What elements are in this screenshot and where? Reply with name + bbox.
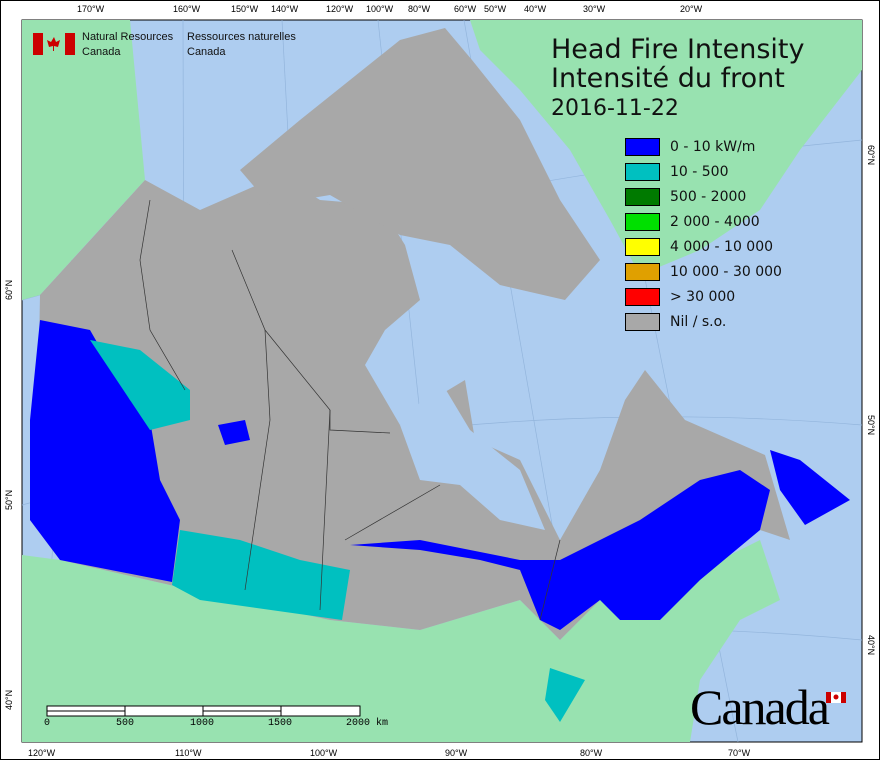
agency-fr-line1: Ressources naturelles [187, 31, 296, 43]
legend-swatch [625, 162, 660, 181]
alaska-land [22, 20, 145, 300]
tick-label: 40°N [866, 635, 876, 655]
legend-label: 2 000 - 4000 [670, 213, 760, 230]
tick-label: 110°W [175, 748, 202, 758]
scale-label: 1500 [268, 718, 293, 729]
tick-label: 120°W [326, 4, 354, 14]
legend-swatch [625, 312, 660, 331]
legend-label: 4 000 - 10 000 [670, 238, 774, 255]
legend-label: > 30 000 [670, 288, 736, 305]
legend-swatch [625, 287, 660, 306]
tick-label: 100°W [366, 4, 394, 14]
tick-label: 30°W [583, 4, 606, 14]
agency-fr-line2: Canada [187, 46, 226, 58]
legend-item: 10 - 500 [625, 159, 782, 184]
tick-label: 80°W [580, 748, 603, 758]
legend-label: 10 000 - 30 000 [670, 263, 782, 280]
fire-zone-west-low [30, 320, 180, 582]
tick-label: 40°N [4, 690, 14, 710]
scale-label: 1000 [190, 718, 215, 729]
legend-label: 10 - 500 [670, 163, 729, 180]
tick-label: 140°W [271, 4, 299, 14]
tick-label: 20°W [680, 4, 703, 14]
legend: 0 - 10 kW/m 10 - 500 500 - 2000 2 000 - … [625, 134, 782, 334]
tick-label: 50°N [866, 415, 876, 435]
legend-item: 500 - 2000 [625, 184, 782, 209]
bottom-axis: 120°W 110°W 100°W 90°W 80°W 70°W [28, 748, 751, 758]
legend-swatch [625, 212, 660, 231]
legend-item: > 30 000 [625, 284, 782, 309]
canada-flag-icon [33, 33, 75, 55]
agency-name-fr: Ressources naturelles Canada [187, 30, 296, 60]
tick-label: 100°W [310, 748, 338, 758]
top-axis: 170°W 160°W 150°W 140°W 120°W 100°W 80°W… [77, 4, 703, 14]
tick-label: 60°N [866, 145, 876, 165]
legend-label: 0 - 10 kW/m [670, 138, 756, 155]
usa-land [22, 540, 780, 742]
tick-label: 80°W [408, 4, 431, 14]
fire-zone-newfoundland [770, 450, 850, 525]
title-fr: Intensité du front [551, 63, 785, 94]
scale-label: 500 [116, 718, 135, 729]
legend-item: 2 000 - 4000 [625, 209, 782, 234]
hudson-bay [400, 380, 545, 530]
fire-zone-east-low [350, 470, 770, 630]
tick-label: 50°W [484, 4, 507, 14]
legend-swatch [625, 187, 660, 206]
province-borders [139, 199, 561, 621]
canada-mainland [30, 175, 790, 640]
legend-item: Nil / s.o. [625, 309, 782, 334]
tick-label: 150°W [231, 4, 259, 14]
scale-bar [46, 705, 361, 717]
agency-name-en: Natural Resources Canada [82, 30, 173, 60]
tick-label: 40°W [524, 4, 547, 14]
agency-en-line1: Natural Resources [82, 31, 174, 43]
scale-label: 0 [44, 718, 51, 729]
tick-label: 60°N [4, 280, 14, 300]
legend-swatch [625, 237, 660, 256]
wordmark-flag-icon [826, 692, 846, 703]
legend-item: 10 000 - 30 000 [625, 259, 782, 284]
right-axis: 60°N 50°N 40°N [866, 145, 876, 655]
scale-label: 2000 km [346, 718, 389, 729]
tick-label: 120°W [28, 748, 56, 758]
tick-label: 50°N [4, 490, 14, 510]
legend-label: 500 - 2000 [670, 188, 747, 205]
legend-item: 0 - 10 kW/m [625, 134, 782, 159]
agency-en-line2: Canada [82, 46, 121, 58]
greenland-land [470, 20, 862, 275]
left-axis: 60°N 50°N 40°N [4, 280, 14, 710]
canada-wordmark: Canada [690, 679, 830, 735]
fire-zone-prairies [172, 530, 350, 620]
tick-label: 170°W [77, 4, 105, 14]
tick-label: 160°W [173, 4, 201, 14]
fire-zone-north-bc [90, 340, 190, 430]
map-date: 2016-11-22 [551, 96, 679, 121]
fire-zone-lake-region [218, 420, 250, 445]
arctic-islands [240, 28, 600, 300]
tick-label: 90°W [445, 748, 468, 758]
legend-label: Nil / s.o. [670, 313, 727, 330]
tick-label: 70°W [728, 748, 751, 758]
legend-swatch [625, 137, 660, 156]
legend-item: 4 000 - 10 000 [625, 234, 782, 259]
title-en: Head Fire Intensity [551, 34, 805, 65]
fire-zone-southern-ontario [545, 668, 585, 722]
legend-swatch [625, 262, 660, 281]
tick-label: 60°W [454, 4, 477, 14]
